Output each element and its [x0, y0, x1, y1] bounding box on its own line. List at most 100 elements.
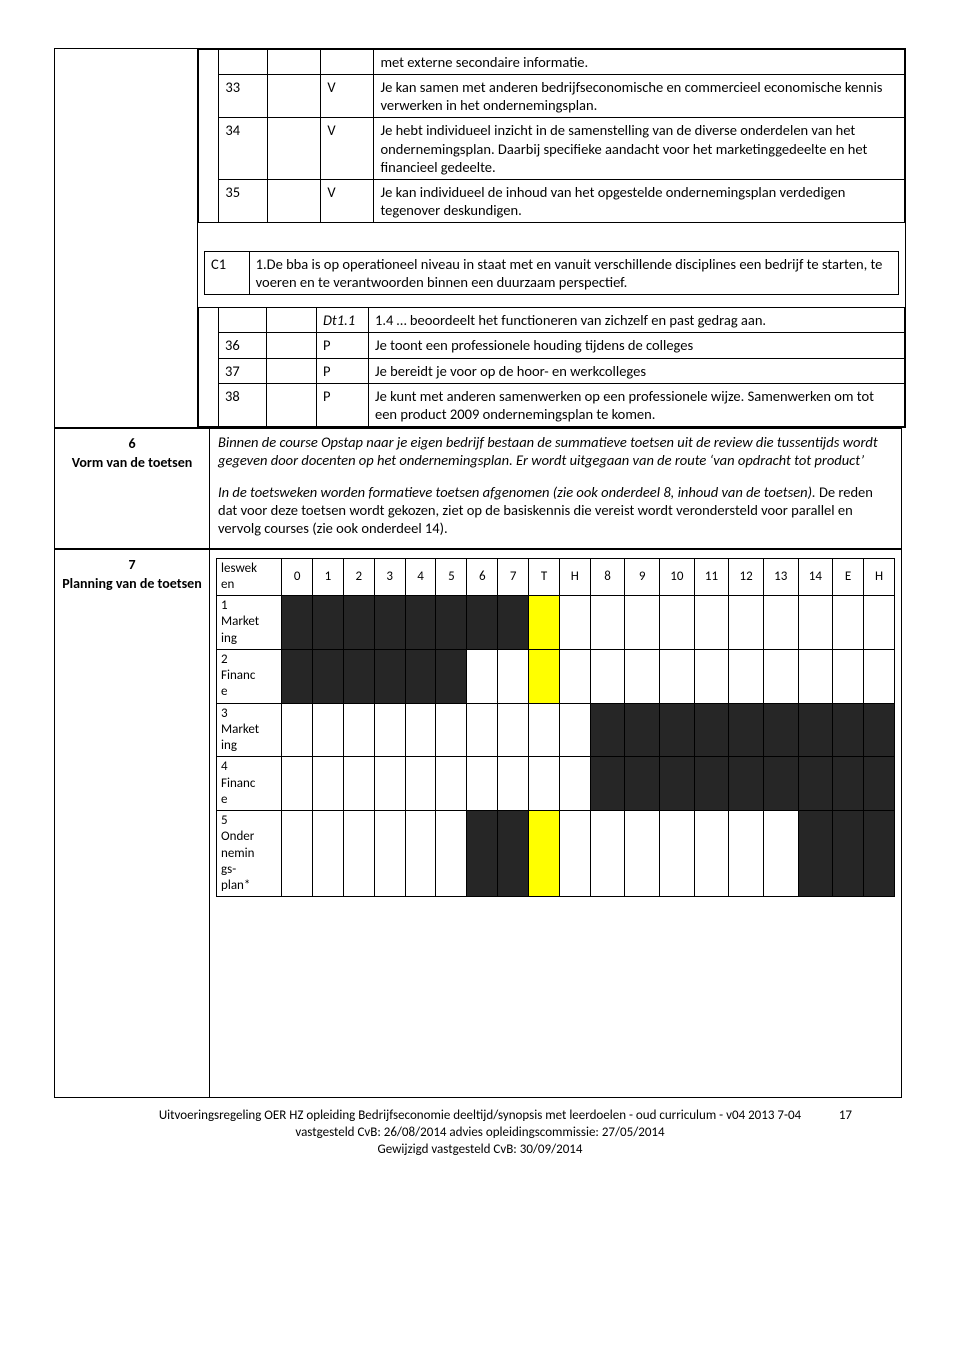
gantt-header-cell: 12: [729, 558, 764, 596]
cell-blank: [267, 358, 317, 383]
gantt-cell: [436, 649, 467, 703]
cell-blank: [267, 308, 317, 333]
section7-num: 7: [61, 556, 203, 574]
cell-blank: [219, 308, 267, 333]
row-desc: Je kan samen met anderen bedrijfseconomi…: [374, 75, 905, 118]
row-letter: V: [321, 179, 374, 222]
row-letter: P: [317, 333, 369, 358]
c1-box: C1 1.De bba is op operationeel niveau in…: [204, 251, 899, 295]
gantt-cell: [559, 811, 590, 897]
gantt-cell: [798, 757, 833, 811]
gantt-cell: [763, 703, 798, 757]
gantt-header-cell: 11: [694, 558, 729, 596]
gantt-header-cell: 14: [798, 558, 833, 596]
gantt-header-cell: 8: [590, 558, 625, 596]
dt-label: Dt1.1: [317, 308, 369, 333]
gantt-header-cell: 5: [436, 558, 467, 596]
gantt-row-label: 2 Financ e: [217, 649, 282, 703]
gantt-cell: [660, 596, 695, 650]
gantt-table: leswek en01234567TH891011121314EH1 Marke…: [216, 558, 895, 898]
gantt-cell: [343, 811, 374, 897]
cell-blank: [267, 333, 317, 358]
row-letter: V: [321, 75, 374, 118]
page-number: 17: [839, 1108, 852, 1125]
outer-table-top: met externe secondaire informatie. 33 V …: [54, 48, 906, 428]
gantt-cell: [590, 596, 625, 650]
gantt-cell: [529, 596, 560, 650]
gantt-cell: [313, 596, 344, 650]
gantt-cell: [559, 757, 590, 811]
gantt-cell: [833, 757, 864, 811]
dt-header-text: 1.4 … beoordeelt het functioneren van zi…: [369, 308, 905, 333]
gantt-cell: [405, 596, 436, 650]
gantt-header-cell: 0: [282, 558, 313, 596]
gantt-cell: [529, 811, 560, 897]
gantt-cell: [729, 703, 764, 757]
gantt-cell: [436, 811, 467, 897]
gantt-cell: [282, 757, 313, 811]
gantt-header-cell: 4: [405, 558, 436, 596]
row-num: 37: [219, 358, 267, 383]
gantt-cell: [763, 596, 798, 650]
gantt-cell: [694, 703, 729, 757]
gantt-cell: [590, 811, 625, 897]
row-num: 36: [219, 333, 267, 358]
outer-left-blank: [55, 49, 198, 428]
inner-left-strip: [199, 308, 219, 427]
gantt-cell: [467, 811, 498, 897]
gantt-cell: [864, 596, 895, 650]
gantt-cell: [559, 596, 590, 650]
gantt-header-cell: 9: [625, 558, 660, 596]
gantt-cell: [436, 757, 467, 811]
cell-blank: [268, 75, 321, 118]
row-num: 38: [219, 383, 267, 426]
cell-blank: [219, 50, 268, 75]
section7-body: leswek en01234567TH891011121314EH1 Marke…: [210, 549, 902, 1098]
section6-title: Vorm van de toetsen: [72, 454, 193, 471]
gantt-cell: [590, 649, 625, 703]
gantt-cell: [529, 703, 560, 757]
gantt-cell: [559, 703, 590, 757]
gantt-cell: [498, 811, 529, 897]
gantt-cell: [798, 703, 833, 757]
c1-label: C1: [205, 252, 250, 295]
gantt-cell: [498, 757, 529, 811]
gantt-cell: [833, 649, 864, 703]
gantt-cell: [660, 649, 695, 703]
outer-right-top: met externe secondaire informatie. 33 V …: [198, 49, 906, 428]
section7-label: 7 Planning van de toetsen: [55, 549, 210, 1098]
gantt-cell: [282, 649, 313, 703]
gantt-cell: [313, 649, 344, 703]
cell-blank: [268, 179, 321, 222]
gantt-row-label: 3 Market ing: [217, 703, 282, 757]
row-num: 33: [219, 75, 268, 118]
gantt-cell: [374, 703, 405, 757]
outer-table-sec7: 7 Planning van de toetsen leswek en01234…: [54, 549, 902, 1099]
gantt-cell: [467, 703, 498, 757]
inner-left-strip: [199, 50, 219, 223]
gantt-cell: [864, 757, 895, 811]
gantt-header-cell: 3: [374, 558, 405, 596]
footer-line1: Uitvoeringsregeling OER HZ opleiding Bed…: [54, 1108, 906, 1125]
dt-table: Dt1.1 1.4 … beoordeelt het functioneren …: [198, 307, 905, 427]
row-num: 35: [219, 179, 268, 222]
gantt-cell: [436, 596, 467, 650]
gantt-cell: [694, 811, 729, 897]
cell-blank: [268, 118, 321, 179]
gantt-cell: [833, 811, 864, 897]
gantt-header-cell: 1: [313, 558, 344, 596]
intro-line: met externe secondaire informatie.: [374, 50, 905, 75]
cell-blank: [268, 50, 321, 75]
gantt-cell: [763, 811, 798, 897]
gantt-row-label: 1 Market ing: [217, 596, 282, 650]
gantt-cell: [625, 649, 660, 703]
outer-table-sec6: 6 Vorm van de toetsen Binnen de course O…: [54, 428, 902, 549]
section6-body: Binnen de course Opstap naar je eigen be…: [210, 428, 902, 548]
gantt-cell: [529, 649, 560, 703]
row-desc: Je kan individueel de inhoud van het opg…: [374, 179, 905, 222]
gantt-cell: [694, 596, 729, 650]
gantt-cell: [833, 703, 864, 757]
gantt-cell: [467, 596, 498, 650]
gantt-cell: [625, 757, 660, 811]
gantt-cell: [405, 649, 436, 703]
